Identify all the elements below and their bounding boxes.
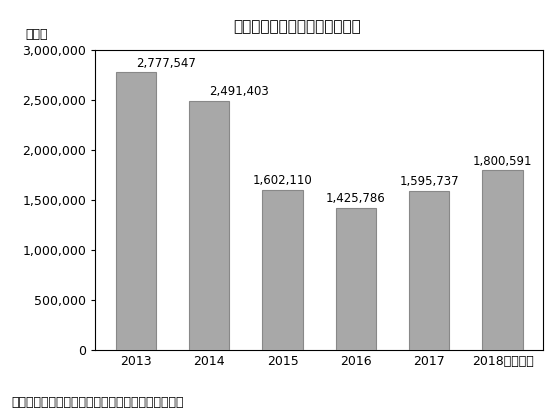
Text: （出所）在ロシア欧州ビジネス協会資料を基に作成: （出所）在ロシア欧州ビジネス協会資料を基に作成 [11,397,184,409]
Text: 1,595,737: 1,595,737 [399,175,459,188]
Text: 1,425,786: 1,425,786 [326,192,386,205]
Text: 2,777,547: 2,777,547 [136,57,195,70]
Text: 1,602,110: 1,602,110 [253,174,312,187]
Bar [262,190,303,350]
Bar [189,101,229,350]
Bar [483,170,523,350]
Bar [409,191,450,350]
Bar [115,72,156,350]
Text: 2,491,403: 2,491,403 [209,85,269,98]
Text: 図　年間自動車販売台数の推移: 図 年間自動車販売台数の推移 [233,19,361,34]
Text: （台）: （台） [26,28,48,41]
Text: 1,800,591: 1,800,591 [473,155,533,168]
Bar [335,208,376,350]
